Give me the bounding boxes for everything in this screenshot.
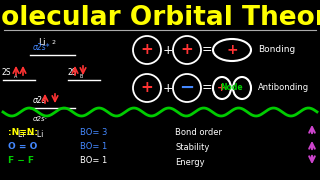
Text: +: + — [180, 42, 193, 57]
Text: Li — Li: Li — Li — [18, 130, 44, 139]
Text: σ2s: σ2s — [33, 96, 47, 105]
Text: O = O: O = O — [8, 142, 37, 151]
Text: A: A — [14, 74, 17, 79]
Text: 2S: 2S — [68, 68, 77, 77]
Text: +: + — [217, 83, 227, 93]
Text: +: + — [226, 43, 238, 57]
Text: Antibonding: Antibonding — [258, 84, 309, 93]
Text: −: − — [180, 79, 195, 97]
Text: 2S: 2S — [2, 68, 12, 77]
Text: +: + — [163, 82, 173, 94]
Text: Node: Node — [221, 82, 243, 91]
Text: +: + — [163, 44, 173, 57]
Text: :N≡N:: :N≡N: — [8, 128, 38, 137]
Text: B: B — [80, 74, 84, 79]
Text: Energy: Energy — [175, 158, 204, 167]
Text: BO= 1: BO= 1 — [80, 156, 107, 165]
Text: Bond order: Bond order — [175, 128, 222, 137]
Text: =: = — [202, 82, 212, 94]
Text: BO= 1: BO= 1 — [80, 142, 107, 151]
Text: 2: 2 — [51, 40, 55, 45]
Text: +: + — [140, 80, 153, 96]
Text: +: + — [140, 42, 153, 57]
Text: =: = — [202, 44, 212, 57]
Text: Li: Li — [38, 38, 46, 47]
Text: σ2s*: σ2s* — [33, 43, 51, 52]
Text: Stability: Stability — [175, 143, 209, 152]
Text: σ2s·: σ2s· — [33, 116, 48, 122]
Text: BO= 3: BO= 3 — [80, 128, 108, 137]
Text: F − F: F − F — [8, 156, 34, 165]
Text: Bonding: Bonding — [258, 46, 295, 55]
Text: Molecular Orbital Theory: Molecular Orbital Theory — [0, 5, 320, 31]
